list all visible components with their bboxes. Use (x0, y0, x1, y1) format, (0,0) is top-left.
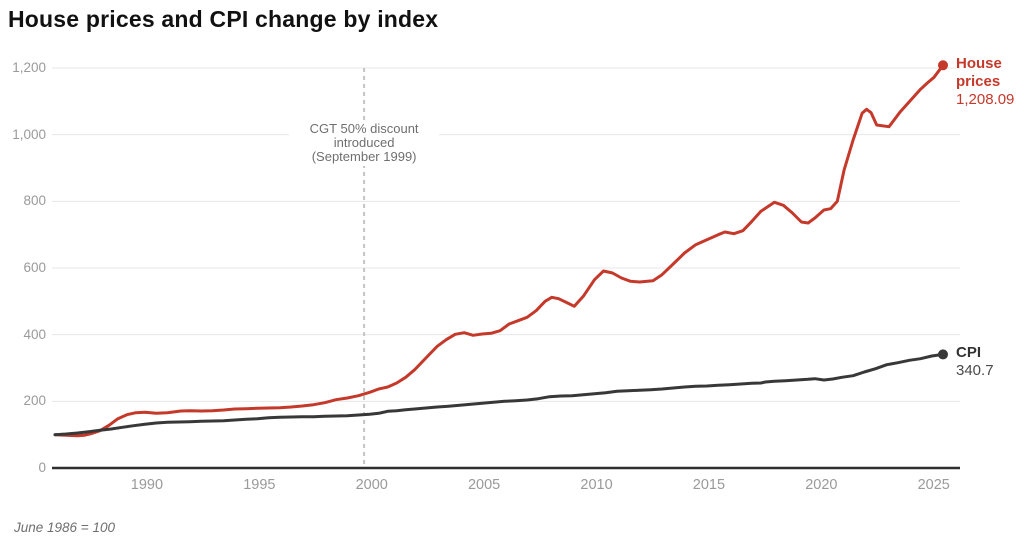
y-axis-tick-label: 0 (38, 460, 46, 475)
y-axis-tick-label: 1,200 (12, 60, 46, 75)
y-axis-tick-label: 600 (23, 260, 46, 275)
cgt-annotation-line-2: introduced (333, 135, 395, 150)
x-axis-tick-label: 2015 (692, 477, 726, 493)
house-prices-line (53, 63, 945, 438)
chart-title: House prices and CPI change by index (8, 6, 439, 32)
y-axis-tick-label: 800 (23, 193, 46, 209)
x-axis-tick-label: 1995 (243, 477, 276, 493)
cpi-label-text: CPI (956, 344, 982, 362)
cpi-end-label: CPI 340.7 (956, 344, 994, 380)
x-axis-tick-label: 2000 (355, 477, 388, 493)
x-axis-tick-label: 2025 (917, 477, 950, 493)
y-axis-tick-label: 1,000 (12, 126, 46, 142)
cpi-end-value: 340.7 (956, 362, 994, 380)
cpi-end-dot (938, 349, 948, 360)
y-axis-tick-label: 200 (23, 393, 46, 409)
house-prices-label-text: House prices (956, 55, 1002, 91)
index-base-note: June 1986 = 100 (14, 520, 115, 535)
x-axis-tick-label: 2020 (805, 477, 838, 493)
x-axis-tick-label: 2010 (580, 477, 613, 493)
cgt-annotation: CGT 50% discount introduced (September 1… (289, 120, 440, 166)
y-axis-tick-label: 400 (23, 326, 46, 342)
house-prices-end-label: House prices 1,208.09 (956, 55, 1016, 109)
house-prices-end-value: 1,208.09 (956, 91, 1015, 109)
cgt-annotation-line-3: (September 1999) (311, 149, 417, 164)
x-axis-tick-label: 1990 (130, 477, 164, 493)
cgt-annotation-line-1: CGT 50% discount (309, 121, 419, 136)
house-prices-end-dot (938, 60, 948, 71)
x-axis-tick-label: 2005 (467, 477, 501, 493)
cpi-line (53, 352, 945, 437)
